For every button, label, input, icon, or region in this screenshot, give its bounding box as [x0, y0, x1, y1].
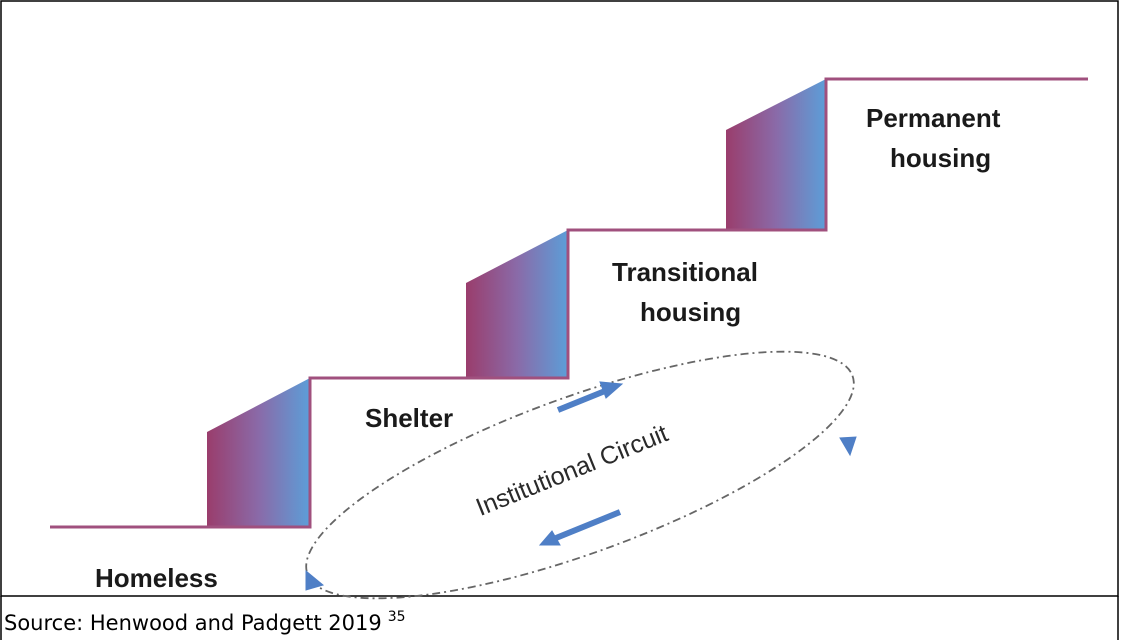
source-caption: Source: Henwood and Padgett 2019 35: [4, 609, 406, 635]
step-riser: [207, 378, 310, 527]
label-transitional: housing: [640, 297, 741, 327]
source-superscript: 35: [388, 609, 406, 625]
step-riser: [726, 79, 826, 230]
arrowhead: [599, 381, 624, 399]
label-homeless: Homeless: [95, 563, 218, 593]
arrowhead: [538, 530, 561, 546]
circuit-ellipse: [305, 350, 855, 600]
label-transitional: Transitional: [612, 257, 758, 287]
arrow: [554, 509, 622, 541]
label-permanent: housing: [890, 143, 991, 173]
label-permanent: Permanent: [866, 103, 1001, 133]
circuit-label: Institutional Circuit: [472, 419, 672, 521]
arrow: [556, 388, 607, 413]
source-text: Source: Henwood and Padgett 2019: [4, 611, 382, 635]
arrowhead: [839, 436, 857, 457]
step-riser: [466, 230, 568, 378]
staircase: [50, 77, 1088, 529]
label-shelter: Shelter: [365, 403, 453, 433]
arrowhead: [305, 569, 325, 591]
frame: [0, 0, 1119, 597]
circuit-arrows: [305, 381, 857, 591]
